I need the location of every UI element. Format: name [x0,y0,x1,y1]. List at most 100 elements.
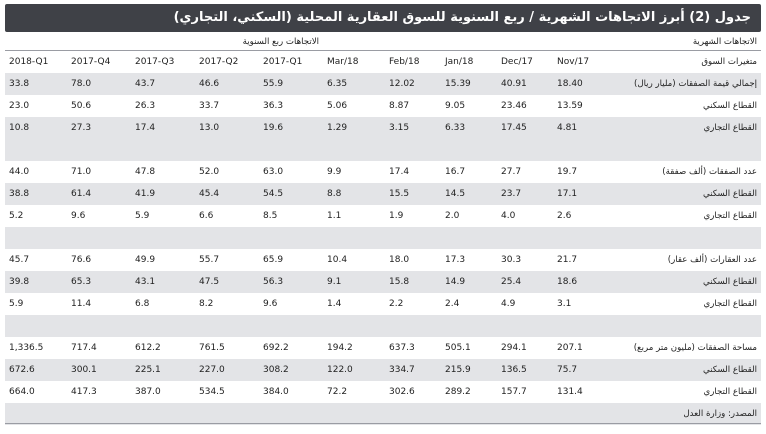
table-cell: 17.4 [131,117,195,139]
table-row: 23.0 50.6 26.3 33.7 36.3 5.06 8.87 9.05 23.46 13.… [5,95,762,117]
row-label: القطاع السكني [609,359,762,381]
table-cell: 672.6 [5,359,67,381]
spacer-row [5,227,762,249]
table-cell: 65.9 [259,249,323,271]
table-cell: 207.1 [553,337,610,359]
table-cell: 9.1 [323,271,385,293]
table-cell: 61.4 [67,183,131,205]
table-cell: 3.1 [553,293,610,315]
table-cell: 225.1 [131,359,195,381]
table-cell: 384.0 [259,381,323,403]
table-row: 39.8 65.3 43.1 47.5 56.3 9.1 15.8 14.9 25.4 18.6 ا… [5,271,762,293]
table-cell: 47.5 [195,271,259,293]
table-cell: 23.0 [5,95,67,117]
table-row: 1,336.5 717.4 612.2 761.5 692.2 194.2 637.3 505… [5,337,762,359]
table-cell: 717.4 [67,337,131,359]
table-cell: 8.5 [259,205,323,227]
table-cell: 9.05 [441,95,497,117]
table-row: 664.0 417.3 387.0 534.5 384.0 72.2 302.6 289.2 1… [5,381,762,403]
table-cell: 8.8 [323,183,385,205]
table-cell: 55.9 [259,73,323,95]
table-cell: 334.7 [385,359,441,381]
table-cell: 14.5 [441,183,497,205]
table-cell: 17.45 [497,117,553,139]
table-cell: 18.0 [385,249,441,271]
table-cell: 49.9 [131,249,195,271]
table-cell: 14.9 [441,271,497,293]
table-cell: 25.4 [497,271,553,293]
table-cell: 21.7 [553,249,610,271]
table-row: 38.8 61.4 41.9 45.4 54.5 8.8 15.5 14.5 23.7 17.1 ا… [5,183,762,205]
column-header: 2017-Q3 [131,50,195,73]
table-cell: 4.9 [497,293,553,315]
row-label: عدد الصفقات (ألف صفقة) [609,161,762,183]
table-cell: 2.2 [385,293,441,315]
table-bottom-rule [5,423,761,424]
table-cell: 6.35 [323,73,385,95]
table-cell: 136.5 [497,359,553,381]
table-row: 10.8 27.3 17.4 13.0 19.6 1.29 3.15 6.33 17.45 4.8… [5,117,762,139]
table-cell: 1.1 [323,205,385,227]
table-cell: 9.6 [259,293,323,315]
table-cell: 8.87 [385,95,441,117]
table-cell: 2.6 [553,205,610,227]
row-label: القطاع السكني [609,183,762,205]
table-cell: 8.2 [195,293,259,315]
column-header: Dec/17 [497,50,553,73]
table-cell: 13.59 [553,95,610,117]
table-cell: 300.1 [67,359,131,381]
table-cell: 65.3 [67,271,131,293]
header-columns-row: 2018-Q1 2017-Q4 2017-Q3 2017-Q2 2017-Q1 … [5,50,762,73]
table-cell: 17.1 [553,183,610,205]
table-cell: 55.7 [195,249,259,271]
table-cell: 26.3 [131,95,195,117]
table-cell: 6.6 [195,205,259,227]
table-cell: 47.8 [131,161,195,183]
column-header: Nov/17 [553,50,610,73]
table-cell: 19.6 [259,117,323,139]
table-cell: 157.7 [497,381,553,403]
table-cell: 78.0 [67,73,131,95]
table-row: 45.7 76.6 49.9 55.7 65.9 10.4 18.0 17.3 30.3 21.7… [5,249,762,271]
source-note: المصدر: وزارة العدل [5,403,762,425]
table-cell: 12.02 [385,73,441,95]
table-cell: 43.7 [131,73,195,95]
row-label: القطاع التجاري [609,293,762,315]
table-cell: 50.6 [67,95,131,117]
row-label: القطاع السكني [609,271,762,293]
table-cell: 534.5 [195,381,259,403]
table-cell: 27.7 [497,161,553,183]
table-cell: 505.1 [441,337,497,359]
source-row: المصدر: وزارة العدل [5,403,762,425]
table-cell: 18.6 [553,271,610,293]
table-cell: 75.7 [553,359,610,381]
table-cell: 23.7 [497,183,553,205]
table-cell: 6.33 [441,117,497,139]
column-header: 2017-Q1 [259,50,323,73]
table-cell: 10.8 [5,117,67,139]
table-cell: 63.0 [259,161,323,183]
table-cell: 76.6 [67,249,131,271]
table-cell: 122.0 [323,359,385,381]
row-label: عدد العقارات (ألف عقار) [609,249,762,271]
table-cell: 9.6 [67,205,131,227]
table-row: 33.8 78.0 43.7 46.6 55.9 6.35 12.02 15.39 40.91 1… [5,73,762,95]
table-cell: 4.81 [553,117,610,139]
table-cell: 308.2 [259,359,323,381]
row-label: القطاع التجاري [609,381,762,403]
table-cell: 612.2 [131,337,195,359]
table-cell: 1.29 [323,117,385,139]
table-cell: 4.0 [497,205,553,227]
table-cell: 1.9 [385,205,441,227]
row-label: القطاع التجاري [609,205,762,227]
table-cell: 1,336.5 [5,337,67,359]
table-cell: 19.7 [553,161,610,183]
table-cell: 46.6 [195,73,259,95]
table-cell: 5.06 [323,95,385,117]
market-trends-table: الاتجاهات ربع السنوية الاتجاهات الشهرية … [5,33,762,425]
table-cell: 40.91 [497,73,553,95]
column-header: Feb/18 [385,50,441,73]
table-cell: 56.3 [259,271,323,293]
row-label: مساحة الصفقات (مليون متر مربع) [609,337,762,359]
